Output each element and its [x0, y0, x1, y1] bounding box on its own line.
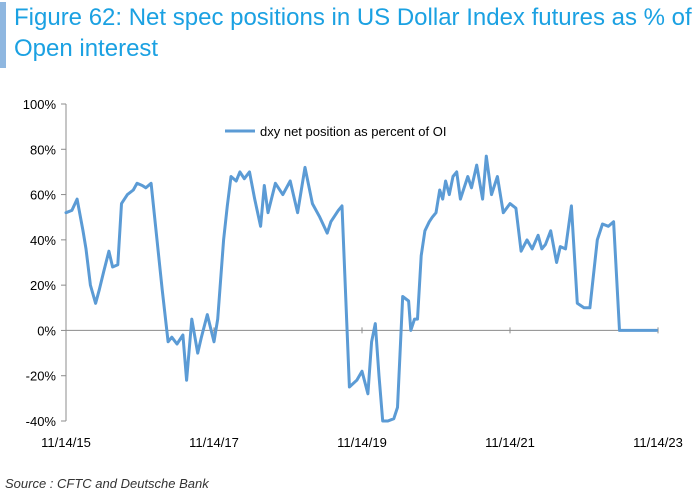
legend-label: dxy net position as percent of OI: [260, 124, 446, 139]
y-tick-label: 40%: [30, 233, 56, 248]
y-tick-label: -40%: [26, 414, 57, 429]
source-note: Source : CFTC and Deutsche Bank: [5, 476, 209, 491]
x-tick-label: 11/14/23: [633, 435, 683, 450]
x-tick-label: 11/14/17: [189, 435, 239, 450]
y-tick-label: 0%: [37, 323, 56, 338]
x-axis-ticks: 11/14/15 11/14/17 11/14/19 11/14/21 11/14/23: [41, 327, 683, 450]
y-tick-label: 60%: [30, 188, 56, 203]
title-accent-bar: [0, 2, 6, 68]
series-line-0: [64, 154, 658, 423]
x-tick-label: 11/14/21: [485, 435, 535, 450]
legend: dxy net position as percent of OI: [225, 124, 446, 139]
y-tick-label: 20%: [30, 278, 56, 293]
x-tick-label: 11/14/15: [41, 435, 91, 450]
chart-title: Figure 62: Net spec positions in US Doll…: [14, 4, 692, 62]
series-layer: [64, 154, 658, 423]
y-tick-label: 80%: [30, 142, 56, 157]
y-tick-label: -20%: [26, 369, 57, 384]
y-tick-label: 100%: [23, 97, 57, 112]
x-tick-label: 11/14/19: [337, 435, 387, 450]
y-axis-ticks: -40% -20% 0% 20% 40% 60% 80% 100%: [23, 97, 66, 429]
